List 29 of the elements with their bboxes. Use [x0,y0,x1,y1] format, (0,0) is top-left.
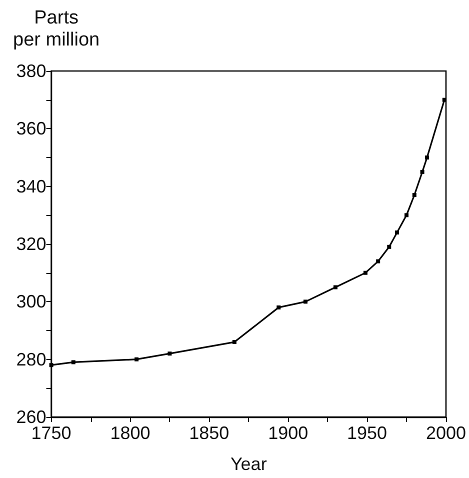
point [420,170,424,174]
point [404,213,409,218]
point [363,270,368,275]
point [134,357,139,362]
y-axis-title: Parts per million [12,8,100,50]
x-tick-label: 1950 [347,423,388,443]
x-tick-label: 2000 [426,423,466,443]
point [71,360,76,364]
point [49,363,54,368]
point [412,192,416,197]
y-tick-label: 360 [16,118,46,139]
x-tick-label: 1800 [110,423,150,443]
y-tick-label: 340 [16,176,46,196]
y-tick-label: 280 [16,349,46,370]
x-tick-label: 1850 [189,423,230,443]
point [333,285,338,290]
y-tick-label: 320 [16,234,46,254]
point [168,352,172,356]
x-tick-label: 1900 [268,423,308,443]
y-tick-label: 380 [16,61,46,81]
y-tick-label: 300 [16,292,46,312]
point [276,305,281,310]
point [387,244,392,249]
point [376,259,380,264]
point [395,230,400,234]
point [303,300,308,304]
x-axis-title: Year [230,454,267,474]
point [425,156,430,160]
point [232,340,236,344]
